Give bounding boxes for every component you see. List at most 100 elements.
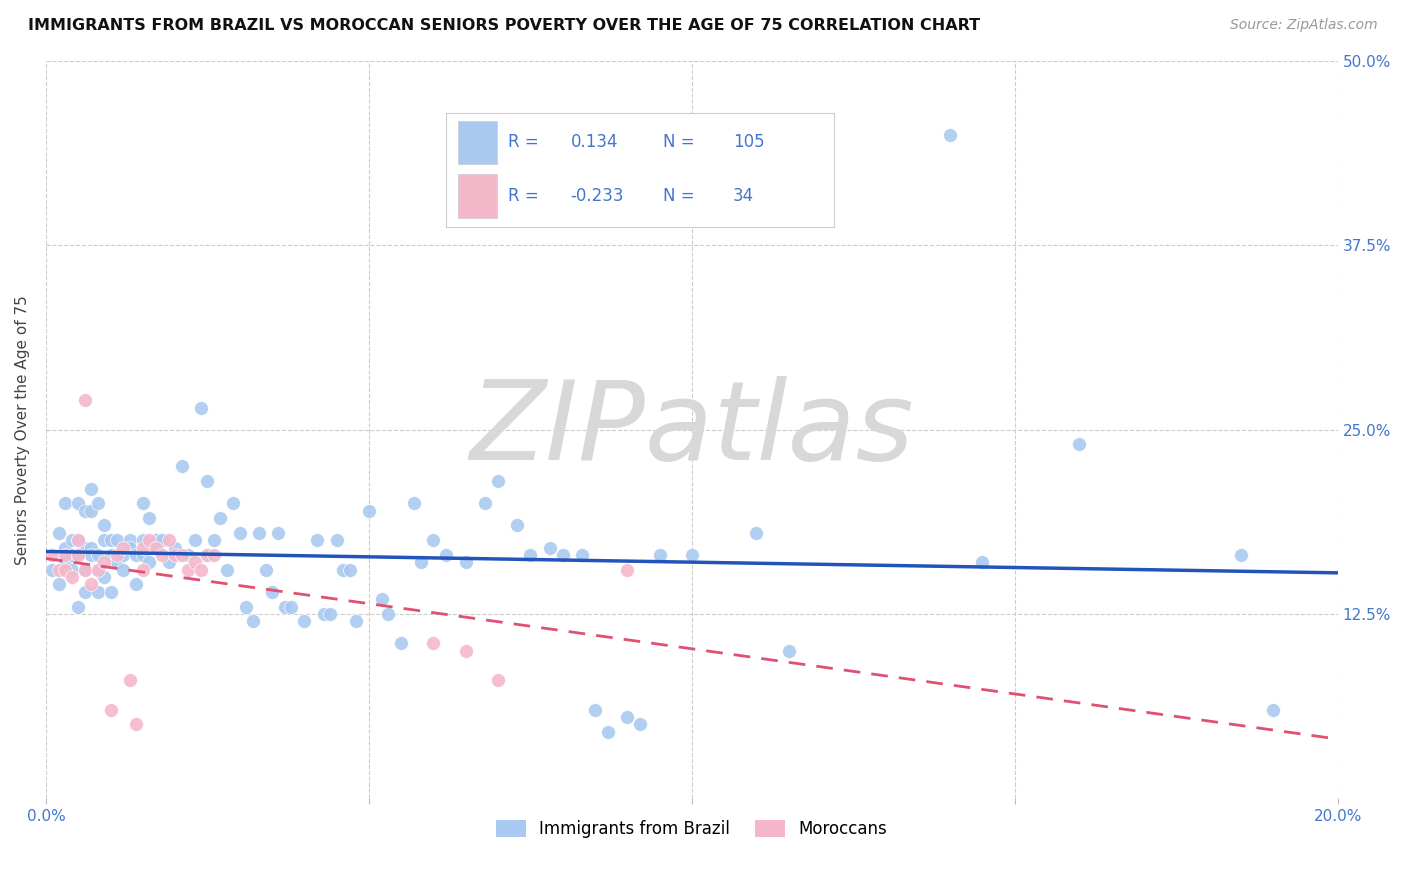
- Point: [538, 541, 561, 555]
- Point: [41, 548, 63, 562]
- Point: [474, 496, 496, 510]
- Point: [100, 584, 122, 599]
- Point: [150, 548, 173, 562]
- Point: [183, 533, 205, 548]
- Point: [1261, 703, 1284, 717]
- Point: [93, 555, 115, 569]
- Point: [145, 533, 167, 548]
- Point: [506, 518, 529, 533]
- Point: [100, 533, 122, 548]
- Point: [73, 393, 96, 408]
- Point: [681, 548, 703, 562]
- Point: [254, 563, 277, 577]
- Point: [80, 548, 103, 562]
- Point: [190, 401, 212, 415]
- Point: [86, 548, 108, 562]
- Point: [53, 541, 76, 555]
- Point: [67, 548, 90, 562]
- Point: [60, 533, 83, 548]
- Point: [100, 548, 122, 562]
- Point: [53, 563, 76, 577]
- Point: [80, 577, 103, 591]
- Point: [125, 577, 148, 591]
- Point: [60, 570, 83, 584]
- Point: [228, 525, 250, 540]
- Text: ZIPatlas: ZIPatlas: [470, 376, 914, 483]
- Point: [93, 570, 115, 584]
- Point: [86, 584, 108, 599]
- Point: [67, 599, 90, 614]
- Point: [215, 563, 238, 577]
- Point: [80, 482, 103, 496]
- Point: [132, 541, 155, 555]
- Point: [1069, 437, 1091, 451]
- Point: [170, 548, 193, 562]
- Point: [73, 541, 96, 555]
- Point: [53, 548, 76, 562]
- Point: [325, 533, 347, 548]
- Point: [422, 636, 444, 650]
- Point: [519, 548, 541, 562]
- Point: [53, 555, 76, 569]
- Point: [745, 525, 768, 540]
- Point: [112, 563, 135, 577]
- Point: [80, 504, 103, 518]
- Point: [344, 614, 367, 628]
- Point: [972, 555, 994, 569]
- Point: [60, 563, 83, 577]
- Point: [165, 548, 187, 562]
- Point: [571, 548, 593, 562]
- Point: [73, 584, 96, 599]
- Point: [616, 563, 638, 577]
- Point: [132, 548, 155, 562]
- Point: [596, 724, 619, 739]
- Point: [105, 548, 128, 562]
- Point: [80, 541, 103, 555]
- Point: [778, 644, 800, 658]
- Point: [93, 533, 115, 548]
- Point: [157, 555, 180, 569]
- Point: [48, 563, 70, 577]
- Point: [118, 533, 141, 548]
- Point: [319, 607, 342, 621]
- Point: [105, 533, 128, 548]
- Point: [118, 541, 141, 555]
- Point: [551, 548, 574, 562]
- Point: [197, 548, 219, 562]
- Point: [339, 563, 361, 577]
- Point: [292, 614, 315, 628]
- Point: [583, 703, 606, 717]
- Point: [197, 474, 219, 488]
- Point: [86, 563, 108, 577]
- Point: [307, 533, 329, 548]
- Point: [202, 548, 225, 562]
- Point: [157, 533, 180, 548]
- Point: [67, 496, 90, 510]
- Point: [209, 511, 232, 525]
- Point: [190, 563, 212, 577]
- Y-axis label: Seniors Poverty Over the Age of 75: Seniors Poverty Over the Age of 75: [15, 294, 30, 565]
- Point: [93, 518, 115, 533]
- Point: [105, 555, 128, 569]
- Legend: Immigrants from Brazil, Moroccans: Immigrants from Brazil, Moroccans: [489, 814, 894, 845]
- Point: [404, 496, 426, 510]
- Point: [222, 496, 245, 510]
- Point: [939, 128, 962, 142]
- Text: Source: ZipAtlas.com: Source: ZipAtlas.com: [1230, 18, 1378, 32]
- Point: [202, 533, 225, 548]
- Point: [280, 599, 302, 614]
- Point: [616, 710, 638, 724]
- Point: [648, 548, 671, 562]
- Point: [132, 563, 155, 577]
- Point: [60, 548, 83, 562]
- Point: [150, 533, 173, 548]
- Point: [67, 548, 90, 562]
- Point: [112, 541, 135, 555]
- Point: [274, 599, 297, 614]
- Point: [67, 533, 90, 548]
- Point: [145, 541, 167, 555]
- Point: [125, 717, 148, 731]
- Text: IMMIGRANTS FROM BRAZIL VS MOROCCAN SENIORS POVERTY OVER THE AGE OF 75 CORRELATIO: IMMIGRANTS FROM BRAZIL VS MOROCCAN SENIO…: [28, 18, 980, 33]
- Point: [112, 548, 135, 562]
- Point: [247, 525, 270, 540]
